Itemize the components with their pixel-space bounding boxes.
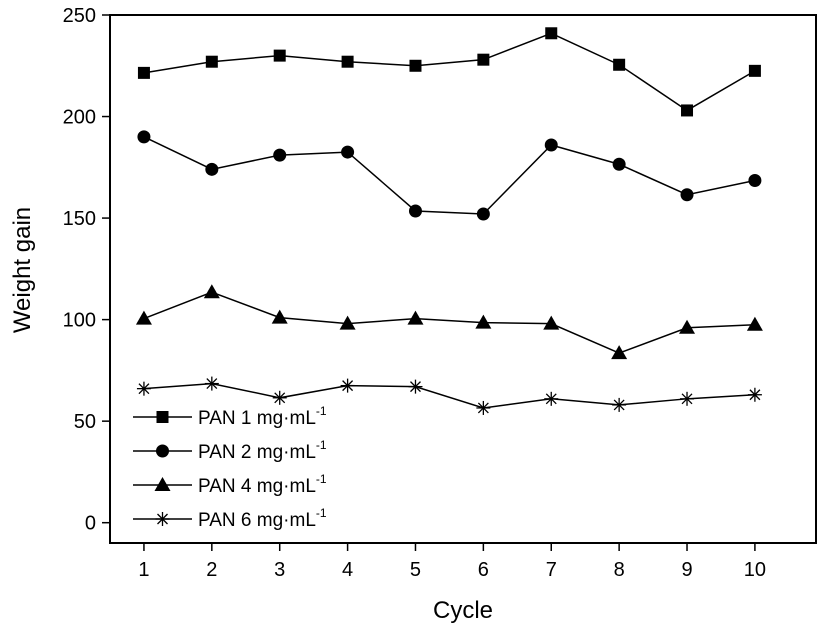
legend-label: PAN 4 mg·mL-1	[198, 472, 327, 497]
data-point	[748, 64, 761, 77]
series-line	[143, 136, 756, 215]
y-axis: 0 50 100 150 200 250	[63, 5, 110, 535]
y-tick-label: 250	[63, 5, 96, 27]
data-point	[543, 315, 560, 330]
data-point	[271, 309, 288, 324]
series-line	[143, 291, 755, 354]
x-tick-label: 5	[410, 559, 421, 581]
x-tick-label: 2	[206, 559, 217, 581]
data-point	[136, 381, 151, 396]
legend: PAN 1 mg·mL-1 PAN 2 mg·mL-1 PAN 4 mg·mL-1 P…	[133, 404, 327, 531]
data-point	[341, 145, 355, 159]
data-point	[679, 319, 696, 334]
y-axis-label: Weight gain	[9, 207, 36, 333]
legend-label: PAN 6 mg·mL-1	[198, 506, 327, 531]
data-point	[544, 391, 559, 406]
x-tick-label: 3	[274, 559, 285, 581]
series-layer	[135, 27, 763, 415]
data-point	[612, 157, 626, 171]
data-point	[272, 390, 287, 405]
series-line	[143, 32, 756, 112]
data-point	[341, 55, 354, 68]
data-point	[680, 391, 695, 406]
legend-marker	[155, 512, 170, 526]
data-point	[339, 315, 356, 330]
data-point	[476, 207, 490, 221]
data-point	[408, 379, 423, 394]
data-point	[273, 148, 287, 162]
legend-entry: PAN 6 mg·mL-1	[133, 506, 327, 531]
legend-entry: PAN 2 mg·mL-1	[133, 438, 327, 463]
y-tick-label: 200	[63, 107, 96, 129]
x-tick-label: 8	[614, 559, 625, 581]
data-point	[137, 66, 150, 79]
data-point	[613, 58, 626, 71]
data-point	[340, 378, 355, 393]
data-point	[544, 138, 558, 152]
data-point	[203, 284, 220, 299]
x-axis: 1 2 3 4 5 6 7 8 9 10	[138, 543, 766, 581]
y-tick-label: 50	[74, 411, 96, 433]
data-point	[611, 345, 628, 360]
data-point	[273, 49, 286, 62]
series-1	[137, 27, 761, 117]
data-point	[137, 130, 151, 144]
legend-label: PAN 2 mg·mL-1	[198, 438, 327, 463]
legend-marker	[154, 477, 171, 491]
data-point	[748, 174, 762, 188]
x-tick-label: 10	[744, 559, 766, 581]
plot-frame	[109, 14, 817, 544]
legend-entry: PAN 1 mg·mL-1	[133, 404, 327, 429]
x-tick-label: 1	[138, 559, 149, 581]
x-tick-label: 9	[681, 559, 692, 581]
data-point	[747, 387, 762, 402]
data-point	[681, 104, 694, 117]
legend-entry: PAN 4 mg·mL-1	[133, 472, 327, 497]
data-point	[545, 27, 558, 40]
y-tick-label: 100	[63, 310, 96, 332]
y-tick-label: 0	[85, 513, 96, 535]
data-point	[612, 397, 627, 412]
data-point	[407, 310, 424, 325]
y-tick-label: 150	[63, 208, 96, 230]
data-point	[205, 55, 218, 68]
data-point	[476, 400, 491, 415]
data-point	[680, 188, 694, 202]
series-3	[135, 284, 763, 360]
series-line	[143, 382, 755, 409]
data-point	[205, 162, 219, 176]
x-tick-label: 7	[546, 559, 557, 581]
series-2	[137, 130, 762, 221]
x-tick-label: 6	[478, 559, 489, 581]
data-point	[204, 376, 219, 391]
legend-label: PAN 1 mg·mL-1	[198, 404, 327, 429]
data-point	[475, 314, 492, 329]
legend-marker	[156, 444, 169, 458]
data-point	[408, 204, 422, 218]
x-axis-label: Cycle	[433, 597, 493, 624]
legend-marker	[156, 411, 169, 423]
data-point	[135, 310, 152, 325]
data-point	[477, 53, 490, 66]
data-point	[409, 59, 422, 72]
x-tick-label: 4	[342, 559, 353, 581]
series-4	[136, 376, 762, 415]
data-point	[746, 316, 763, 331]
